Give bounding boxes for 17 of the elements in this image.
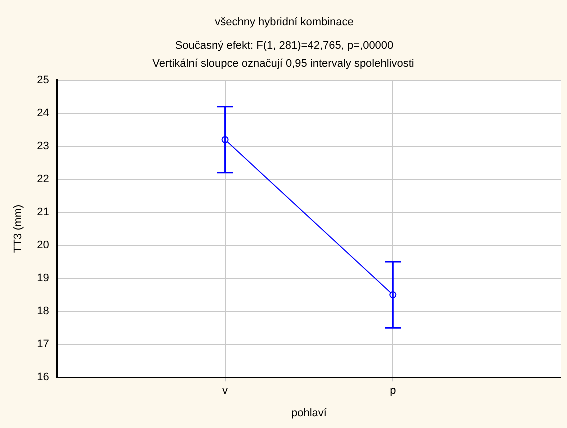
x-tick-label: v [222,385,229,398]
x-tick-label: p [390,385,396,398]
y-tick-label: 16 [37,372,50,384]
y-tick-label: 18 [37,306,50,318]
chart-subtitle: Současný efekt: F(1, 281)=42,765, p=,00000 [175,40,394,52]
y-tick-label: 20 [37,240,50,252]
y-axis-title: TT3 (mm) [12,204,25,254]
text: Vertikální sloupce označují 0,95 intervaly spolehlivosti [152,58,414,70]
y-tick-label: 22 [37,174,50,186]
y-tick-label: 25 [37,74,50,86]
y-tick-label: 19 [37,272,50,285]
y-tick-label: 23 [37,140,50,152]
x-axis-title: pohlaví [291,407,328,420]
chart-title: všechny hybridní kombinace [215,16,354,29]
y-tick-label: 21 [37,206,50,219]
y-tick-label: 17 [37,338,50,351]
y-tick-label: 24 [37,107,50,120]
